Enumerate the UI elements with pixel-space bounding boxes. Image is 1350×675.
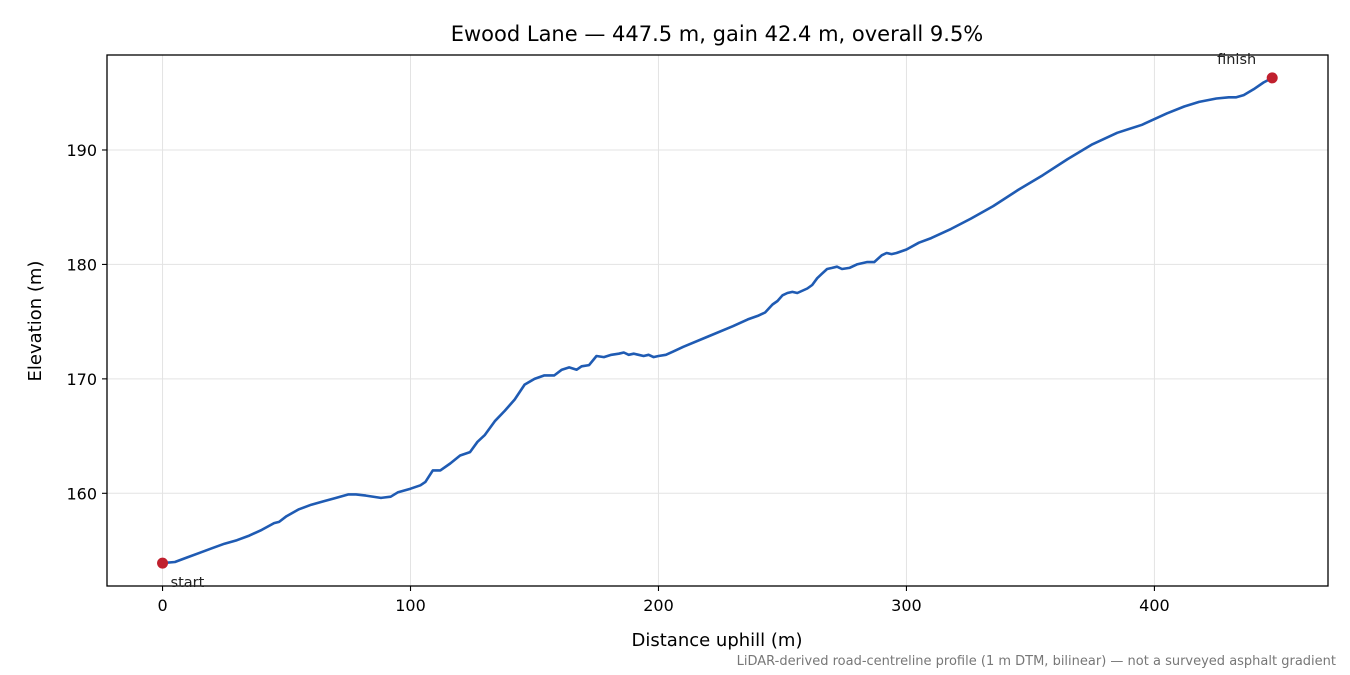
finish-marker — [1266, 72, 1278, 84]
y-tick-label: 160 — [66, 484, 97, 503]
finish-label: finish — [1217, 52, 1256, 68]
x-tick-label: 0 — [157, 596, 167, 615]
series-layer — [161, 76, 1274, 565]
tick-layer: 0 100 200 300 400 160 170 180 190 — [66, 141, 1169, 615]
y-tick-label: 190 — [66, 141, 97, 160]
grid-layer — [107, 55, 1328, 586]
x-tick-label: 400 — [1139, 596, 1170, 615]
start-label: start — [171, 575, 205, 591]
x-axis-label: Distance uphill (m) — [632, 630, 803, 651]
x-tick-label: 100 — [395, 596, 426, 615]
elevation-line — [161, 76, 1274, 565]
y-axis-label: Elevation (m) — [25, 261, 46, 382]
x-tick-label: 200 — [643, 596, 674, 615]
marker-layer: start finish — [157, 52, 1278, 591]
x-tick-label: 300 — [891, 596, 922, 615]
y-tick-label: 170 — [66, 370, 97, 389]
plot-frame — [106, 54, 1329, 587]
chart-title: Ewood Lane — 447.5 m, gain 42.4 m, overa… — [451, 22, 984, 46]
footnote: LiDAR-derived road-centreline profile (1… — [737, 654, 1336, 669]
start-marker — [157, 557, 169, 569]
y-tick-label: 180 — [66, 255, 97, 274]
